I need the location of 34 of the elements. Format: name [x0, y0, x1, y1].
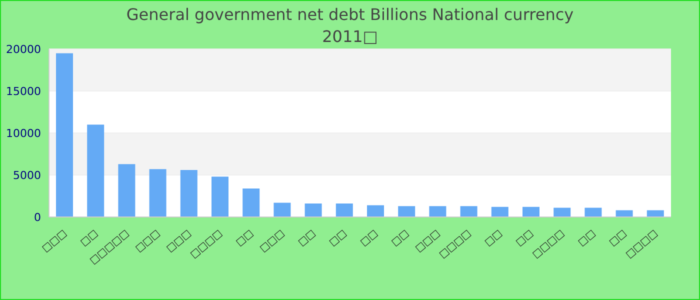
y-tick-label: 10000	[6, 126, 41, 140]
bar	[367, 205, 384, 217]
bar	[180, 170, 198, 217]
y-tick-label: 0	[34, 210, 41, 224]
x-tick-label: □□	[576, 228, 598, 249]
bar	[398, 206, 416, 217]
bar	[460, 206, 478, 217]
bar	[274, 202, 291, 217]
bar	[242, 188, 260, 217]
bar	[336, 204, 353, 217]
bar	[56, 53, 73, 217]
x-tick-label: □□	[482, 228, 504, 249]
y-tick-label: 5000	[13, 168, 41, 182]
bar	[554, 208, 571, 217]
bar	[87, 124, 104, 217]
x-tick-label: □□	[358, 228, 380, 249]
bar	[491, 206, 508, 217]
x-tick-label: □□	[514, 228, 536, 249]
bar	[522, 206, 540, 217]
bar	[429, 206, 446, 217]
bar	[304, 204, 322, 217]
x-tick-label: □□	[234, 228, 256, 249]
x-tick-label: □□	[390, 228, 412, 249]
bar	[212, 176, 228, 217]
x-tick-label: □□	[607, 228, 629, 249]
x-tick-label: □□	[327, 228, 349, 249]
bar	[584, 208, 602, 217]
chart-title: General government net debt Billions National currency	[125, 4, 575, 26]
bar	[118, 164, 136, 217]
chart-subtitle: 2011□	[322, 27, 378, 46]
x-tick-label: □□	[296, 228, 318, 249]
bar	[149, 169, 166, 217]
y-tick-label: 20000	[6, 42, 41, 56]
y-tick-label: 15000	[6, 84, 41, 98]
